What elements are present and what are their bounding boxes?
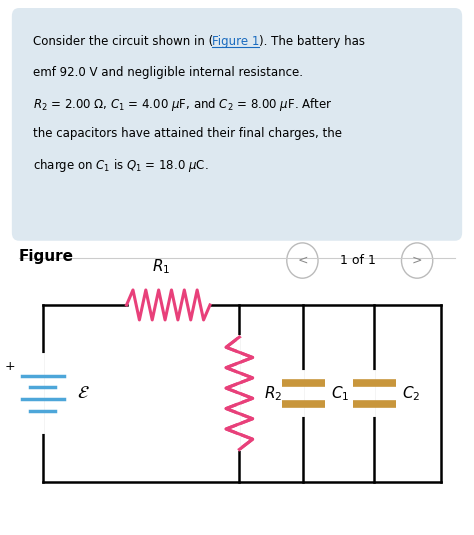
Text: >: > — [412, 254, 422, 267]
Text: emf 92.0 V and negligible internal resistance.: emf 92.0 V and negligible internal resis… — [33, 66, 303, 79]
Text: charge on $C_1$ is $Q_1$ = 18.0 $\mu$C.: charge on $C_1$ is $Q_1$ = 18.0 $\mu$C. — [33, 157, 209, 174]
Text: Figure 1: Figure 1 — [212, 35, 260, 48]
Text: $R_2$: $R_2$ — [264, 384, 283, 402]
Text: 1 of 1: 1 of 1 — [340, 254, 376, 267]
Text: the capacitors have attained their final charges, the: the capacitors have attained their final… — [33, 127, 342, 140]
FancyBboxPatch shape — [12, 8, 462, 241]
Text: $R_2$ = 2.00 $\Omega$, $C_1$ = 4.00 $\mu$F, and $C_2$ = 8.00 $\mu$F. After: $R_2$ = 2.00 $\Omega$, $C_1$ = 4.00 $\mu… — [33, 96, 333, 113]
Text: +: + — [5, 360, 15, 373]
Text: <: < — [297, 254, 308, 267]
Text: Consider the circuit shown in (: Consider the circuit shown in ( — [33, 35, 213, 48]
Text: $C_1$: $C_1$ — [331, 384, 349, 402]
Text: ). The battery has: ). The battery has — [259, 35, 365, 48]
Text: $\mathcal{E}$: $\mathcal{E}$ — [77, 384, 90, 402]
Text: $C_2$: $C_2$ — [402, 384, 420, 402]
Text: Figure: Figure — [19, 249, 74, 264]
Text: $R_1$: $R_1$ — [152, 257, 170, 276]
